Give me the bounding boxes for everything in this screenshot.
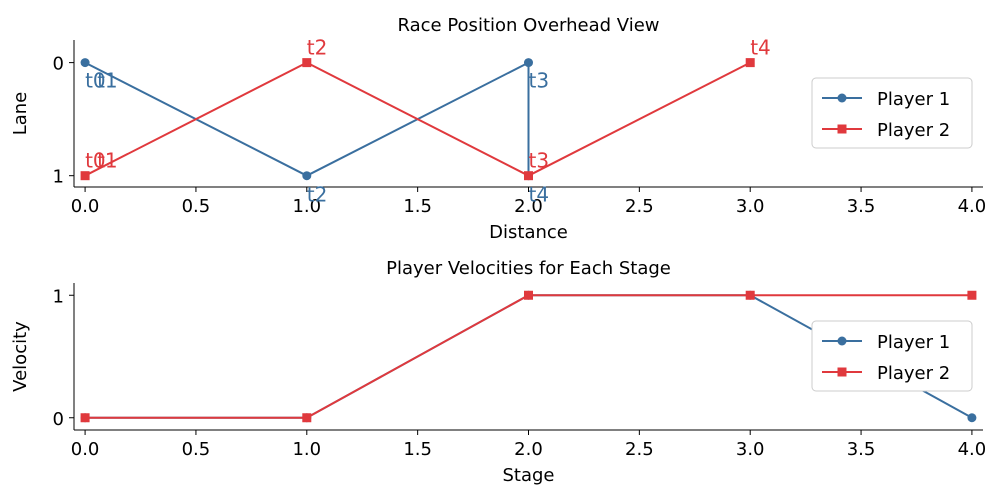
- annotation-label: t0: [85, 149, 106, 173]
- y-tick-label: 1: [53, 286, 64, 307]
- annotation-label: t3: [529, 69, 550, 93]
- annotation-label: t4: [529, 183, 550, 207]
- x-tick-label: 3.5: [847, 439, 876, 460]
- legend: Player 1 Player 2: [811, 77, 973, 149]
- x-tick-label: 2.0: [514, 439, 543, 460]
- data-point: [80, 58, 90, 68]
- x-tick-label: 3.5: [847, 196, 876, 217]
- legend-entry: Player 2: [877, 363, 950, 384]
- data-point: [80, 413, 90, 423]
- legend-marker: [837, 336, 847, 346]
- data-point: [302, 171, 312, 181]
- x-tick-label: 1.5: [403, 196, 432, 217]
- y-axis-title: Lane: [10, 92, 31, 136]
- data-point: [967, 413, 977, 423]
- data-point: [745, 58, 755, 68]
- annotation-label: t0: [85, 69, 106, 93]
- series-line: [84, 61, 751, 177]
- annotation-label: t1: [97, 149, 118, 173]
- legend-marker: [837, 124, 847, 134]
- data-point: [745, 290, 755, 300]
- series-line: [84, 60, 530, 177]
- x-tick-label: 0.5: [182, 439, 211, 460]
- x-axis-title: Stage: [502, 465, 554, 486]
- legend-frame: [811, 77, 973, 149]
- x-tick-label: 4.0: [958, 439, 987, 460]
- x-tick-label: 2.0: [514, 196, 543, 217]
- annotation-label: t2: [307, 36, 328, 60]
- chart-panel-2: Player Velocities for Each Stage 0.0 0.5 1.…: [10, 258, 986, 486]
- x-tick-label: 0.5: [182, 196, 211, 217]
- data-point: [524, 58, 533, 68]
- x-tick-label: 3.0: [736, 439, 765, 460]
- x-tick-label: 0.0: [71, 439, 100, 460]
- data-point: [524, 171, 533, 181]
- annotation-label: t3: [529, 149, 550, 173]
- legend-frame: [811, 320, 973, 392]
- x-axis-title: Distance: [489, 222, 568, 243]
- legend-entry: Player 1: [877, 89, 950, 110]
- legend-entry: Player 1: [877, 332, 950, 353]
- x-tick-label: 1.5: [403, 439, 432, 460]
- y-axis-title: Velocity: [10, 321, 31, 392]
- legend-marker: [837, 93, 847, 103]
- y-tick-label: 1: [53, 167, 64, 188]
- x-tick-label: 4.0: [958, 196, 987, 217]
- x-tick-label: 1.0: [292, 196, 321, 217]
- data-point: [302, 413, 312, 423]
- chart-title: Player Velocities for Each Stage: [386, 258, 671, 279]
- x-tick-label: 2.5: [625, 196, 654, 217]
- x-tick-label: 2.5: [625, 439, 654, 460]
- data-point: [302, 58, 312, 68]
- annotation-label: t4: [750, 36, 771, 60]
- annotation-label: t1: [97, 69, 118, 93]
- y-tick-label: 0: [53, 409, 64, 430]
- data-point: [80, 171, 90, 181]
- legend-marker: [837, 367, 847, 377]
- legend-entry: Player 2: [877, 120, 950, 141]
- chart-title: Race Position Overhead View: [398, 15, 660, 36]
- data-point: [967, 290, 977, 300]
- x-tick-label: 3.0: [736, 196, 765, 217]
- x-tick-label: 0.0: [71, 196, 100, 217]
- legend: Player 1 Player 2: [811, 320, 973, 392]
- y-tick-label: 0: [53, 54, 64, 75]
- annotation-label: t2: [307, 183, 328, 207]
- series-2: [80, 290, 977, 423]
- data-point: [524, 290, 533, 300]
- chart-panel-1: Race Position Overhead View 0.0 0.5 1.0 1.5 2…: [10, 15, 986, 243]
- x-tick-label: 1.0: [292, 439, 321, 460]
